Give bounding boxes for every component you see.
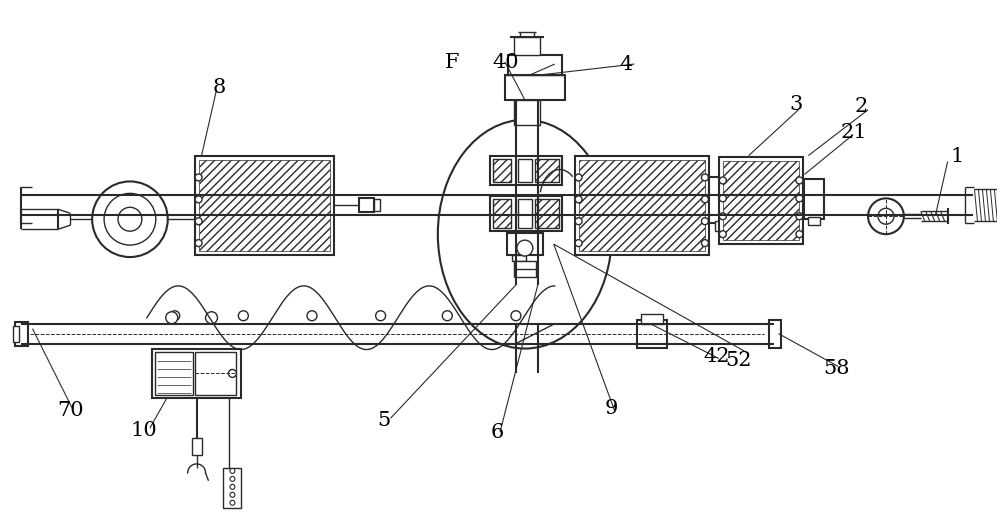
Text: 58: 58 [823, 359, 849, 378]
Circle shape [238, 311, 248, 321]
Bar [514, 100, 540, 125]
Circle shape [104, 194, 156, 245]
Bar [709, 177, 727, 223]
Text: 10: 10 [131, 421, 157, 440]
Text: 1: 1 [951, 147, 964, 166]
Circle shape [701, 174, 708, 181]
Circle shape [796, 231, 803, 238]
Circle shape [230, 492, 235, 497]
Bar [579, 160, 705, 251]
Circle shape [230, 500, 235, 505]
Text: 9: 9 [605, 399, 618, 418]
Circle shape [195, 240, 202, 247]
Bar [518, 159, 532, 183]
Circle shape [719, 177, 726, 184]
Text: 21: 21 [841, 123, 867, 142]
Circle shape [118, 207, 142, 231]
Circle shape [206, 312, 217, 324]
Bar [374, 199, 380, 211]
Circle shape [575, 218, 582, 225]
Circle shape [575, 174, 582, 181]
Bar [505, 75, 565, 100]
Circle shape [868, 198, 904, 234]
Circle shape [442, 311, 452, 321]
Bar [490, 156, 562, 186]
Circle shape [796, 177, 803, 184]
Bar [723, 160, 799, 240]
Bar [641, 314, 663, 324]
Bar [195, 156, 334, 255]
Circle shape [511, 311, 521, 321]
Text: 5: 5 [377, 411, 390, 430]
Circle shape [719, 231, 726, 238]
Circle shape [195, 174, 202, 181]
Bar [13, 326, 19, 342]
Text: 4: 4 [620, 54, 633, 74]
Circle shape [575, 240, 582, 247]
Circle shape [796, 213, 803, 220]
Circle shape [230, 477, 235, 481]
Text: 8: 8 [213, 78, 226, 97]
Bar [507, 233, 543, 255]
Bar [719, 157, 803, 244]
Bar [192, 438, 202, 455]
Bar [637, 320, 667, 348]
Bar [508, 55, 562, 75]
Circle shape [228, 369, 236, 377]
Bar [195, 352, 236, 395]
Bar [512, 255, 526, 261]
Circle shape [92, 181, 168, 257]
Bar [514, 261, 536, 277]
Circle shape [719, 195, 726, 202]
Circle shape [307, 311, 317, 321]
Text: 70: 70 [57, 401, 84, 419]
Bar [223, 468, 241, 508]
Circle shape [878, 208, 894, 224]
Circle shape [230, 468, 235, 473]
Bar [808, 217, 820, 225]
Bar [359, 198, 374, 212]
Circle shape [701, 218, 708, 225]
Bar [493, 199, 511, 228]
Bar [769, 320, 781, 348]
Circle shape [230, 485, 235, 489]
Circle shape [701, 240, 708, 247]
Circle shape [701, 196, 708, 203]
Bar [514, 37, 540, 55]
Text: 40: 40 [493, 52, 519, 71]
Text: 6: 6 [490, 423, 504, 442]
Circle shape [575, 196, 582, 203]
Text: 2: 2 [854, 97, 868, 116]
Bar [15, 322, 28, 345]
Bar [535, 199, 559, 228]
Circle shape [195, 218, 202, 225]
Bar [152, 349, 241, 398]
Circle shape [719, 213, 726, 220]
Bar [804, 179, 824, 219]
Bar [575, 156, 709, 255]
Bar [535, 159, 559, 183]
Circle shape [376, 311, 386, 321]
Bar [715, 221, 723, 231]
Circle shape [796, 195, 803, 202]
Circle shape [195, 196, 202, 203]
Circle shape [517, 240, 533, 256]
Text: 42: 42 [704, 347, 730, 366]
Bar [490, 196, 562, 231]
Text: F: F [445, 52, 460, 71]
Bar [493, 159, 511, 183]
Bar [518, 199, 532, 228]
Circle shape [170, 311, 180, 321]
Text: 52: 52 [725, 351, 752, 370]
Text: 3: 3 [790, 95, 803, 114]
Bar [199, 160, 330, 251]
Bar [155, 352, 193, 395]
Circle shape [166, 312, 178, 324]
